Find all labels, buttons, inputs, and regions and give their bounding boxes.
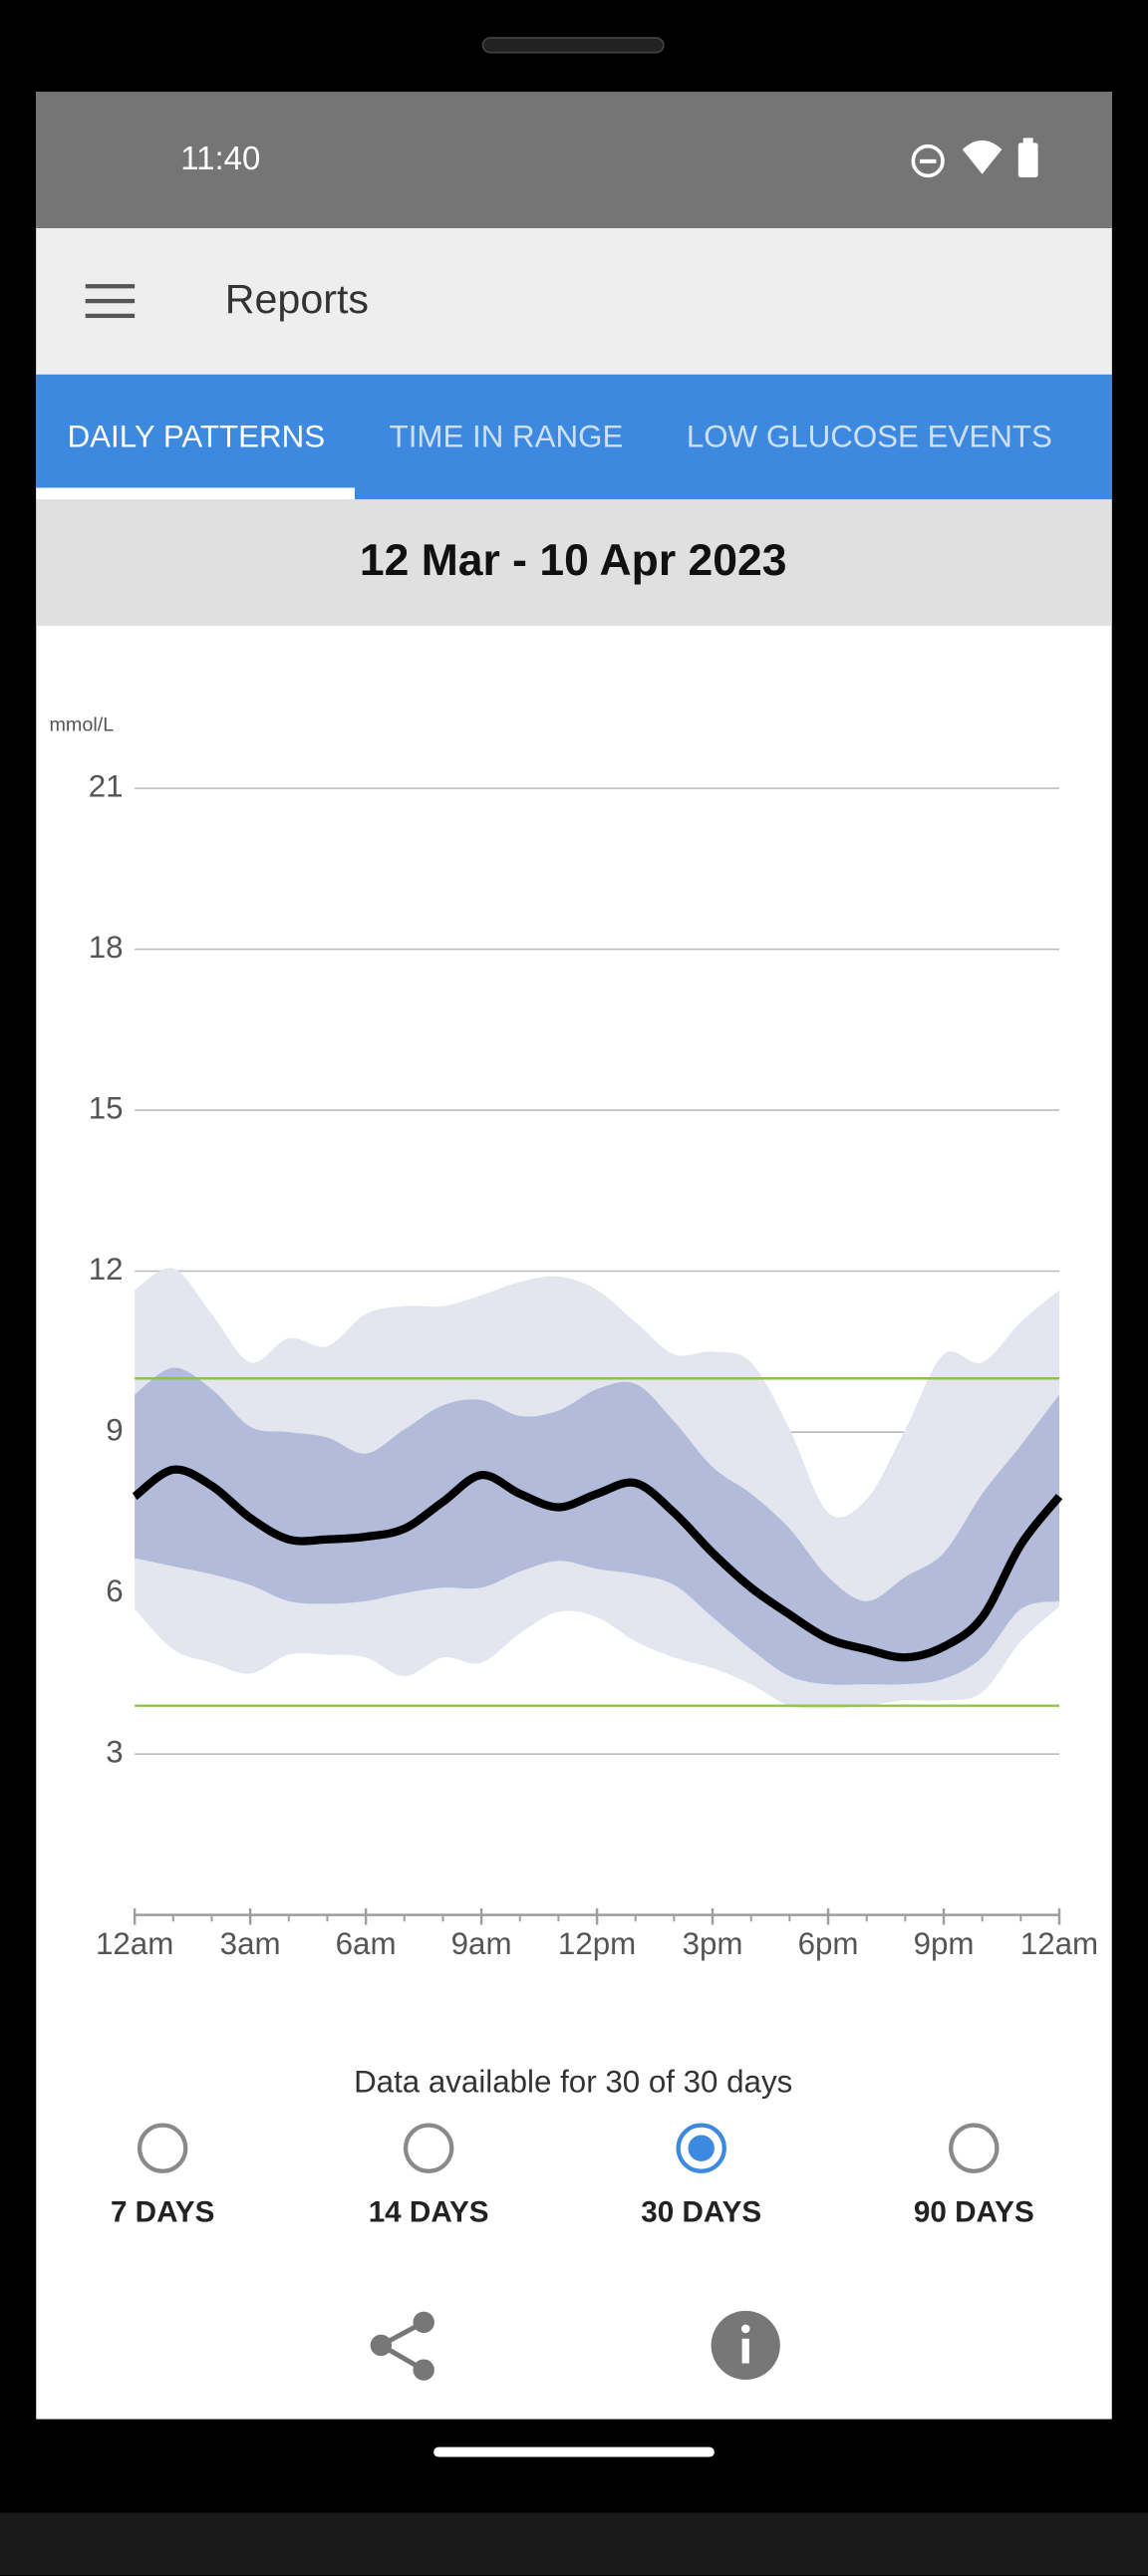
y-tick-label: 3 [106,1734,123,1769]
day-option[interactable]: 90 DAYS [914,2123,1034,2229]
tab-indicator [36,487,355,500]
radio [137,2123,188,2173]
x-tick-label: 6am [336,1926,397,1961]
share-button[interactable] [370,2311,434,2381]
info-button[interactable] [711,2310,780,2381]
option-label: 14 DAYS [369,2195,489,2228]
day-option[interactable]: 30 DAYS [641,2123,761,2229]
wifi-icon [962,140,1003,174]
menu-line [85,313,136,319]
dnd-icon [911,143,945,178]
radio [403,2123,454,2173]
menu-line [85,298,136,304]
tab[interactable]: TIME IN RANGE [390,419,624,453]
x-tick-label: 6pm [798,1926,859,1961]
y-tick-label: 12 [89,1252,124,1287]
x-tick-label: 3pm [683,1926,743,1961]
median-line [132,1465,1063,1662]
y-tick-label: 6 [106,1574,123,1608]
dnd-bar [919,158,937,163]
share-node [413,2359,434,2381]
x-tick-label: 12am [96,1926,173,1961]
percentile-band [135,1367,1060,1685]
battery-tip [1022,138,1033,145]
tab[interactable]: LOW GLUCOSE EVENTS [687,419,1052,453]
date-range: 12 Mar - 10 Apr 2023 [360,536,787,585]
share-node [413,2311,434,2334]
menu-line [85,284,136,289]
speaker [481,37,665,54]
info-dot [740,2324,750,2334]
home-indicator [433,2446,715,2457]
radio [949,2123,1000,2173]
data-availability: Data available for 30 of 30 days [354,2065,792,2100]
x-tick-label: 9am [451,1926,512,1961]
day-options: 7 DAYS 14 DAYS 30 DAYS 90 DAYS [111,2123,1034,2229]
tab-bar [36,374,1112,500]
option-label: 90 DAYS [914,2195,1034,2228]
tab-label: LOW GLUCOSE EVENTS [687,419,1052,453]
y-tick-label: 21 [89,768,124,803]
x-tick-label: 12am [1020,1926,1098,1961]
battery-icon [1017,143,1038,177]
radio [676,2123,726,2173]
y-tick-label: 18 [89,930,124,965]
tab-label: TIME IN RANGE [390,419,624,453]
share-node [370,2334,393,2357]
radio-dot [688,2135,715,2161]
tabs: DAILY PATTERNS TIME IN RANGE LOW GLUCOSE E… [36,419,1052,500]
y-tick-label: 15 [89,1090,124,1125]
x-tick-label: 3am [220,1926,281,1961]
y-axis-label: mmol/L [49,715,114,736]
x-tick-label: 9pm [914,1926,975,1961]
clock: 11:40 [180,140,260,176]
option-label: 7 DAYS [111,2195,214,2228]
status-icons [911,138,1038,178]
y-tick-label: 9 [106,1412,123,1447]
phone-bottom [0,2512,1148,2576]
app-title: Reports [225,276,369,322]
menu-button[interactable] [85,284,136,319]
tab-label: DAILY PATTERNS [68,419,326,453]
day-option[interactable]: 7 DAYS [111,2123,214,2229]
chart: mmol/L 3 6 9 12 15 18 21 12am 3am 6am 9am 12pm 3pm 6pm… [49,715,1098,1962]
info-stem [741,2338,749,2364]
date-bar [36,499,1112,626]
option-label: 30 DAYS [641,2195,761,2228]
app-bar [36,228,1112,375]
x-tick-label: 12pm [558,1926,636,1961]
day-option[interactable]: 14 DAYS [369,2123,489,2229]
tab[interactable]: DAILY PATTERNS [36,419,355,500]
